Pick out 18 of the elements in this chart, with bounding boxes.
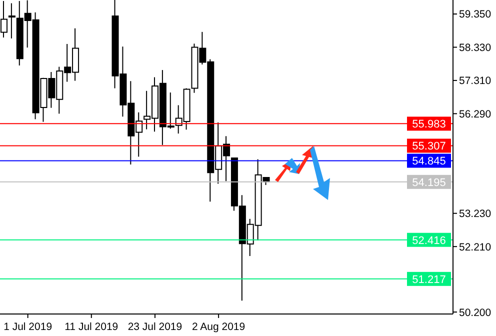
y-tick-label: 58.330 xyxy=(459,42,492,54)
ref-line-label: 55.307 xyxy=(412,140,446,153)
ref-line-label: 51.217 xyxy=(412,274,446,286)
x-tick-label: 2 Aug 2019 xyxy=(192,321,246,333)
candlestick xyxy=(8,3,16,38)
ref-line-label: 54.195 xyxy=(412,176,446,189)
ref-line-label: 54.845 xyxy=(412,156,446,168)
ref-line-label: 52.416 xyxy=(412,234,446,247)
y-tick-label: 53.230 xyxy=(459,208,492,220)
y-tick-label: 52.210 xyxy=(459,241,492,254)
x-tick-label: 1 Jul 2019 xyxy=(4,321,52,333)
y-tick-label: 59.350 xyxy=(459,8,492,21)
ref-line-label: 55.983 xyxy=(412,118,446,131)
y-tick-label: 56.290 xyxy=(459,108,492,120)
x-tick-label: 11 Jul 2019 xyxy=(64,321,118,333)
y-tick-label: 57.310 xyxy=(459,75,492,88)
y-tick-label: 50.200 xyxy=(459,306,492,319)
x-tick-label: 23 Jul 2019 xyxy=(128,321,182,333)
